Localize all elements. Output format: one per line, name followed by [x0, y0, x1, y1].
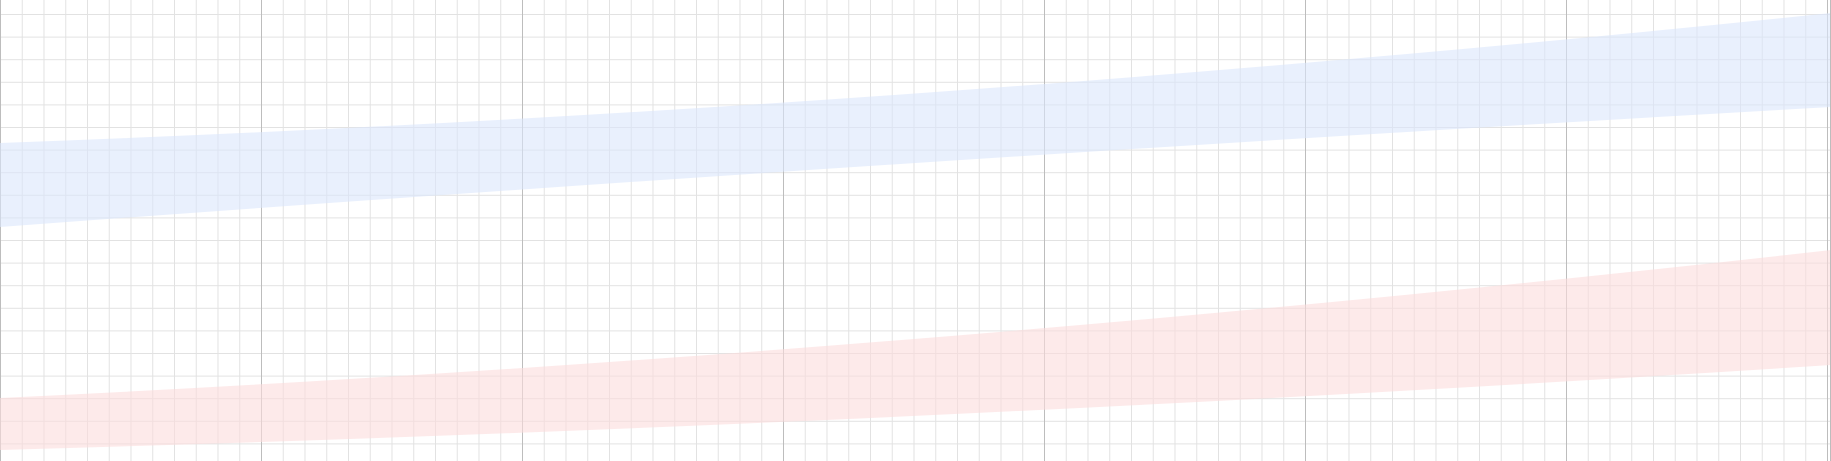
- red-band: [0, 250, 1831, 450]
- blue-band: [0, 13, 1831, 227]
